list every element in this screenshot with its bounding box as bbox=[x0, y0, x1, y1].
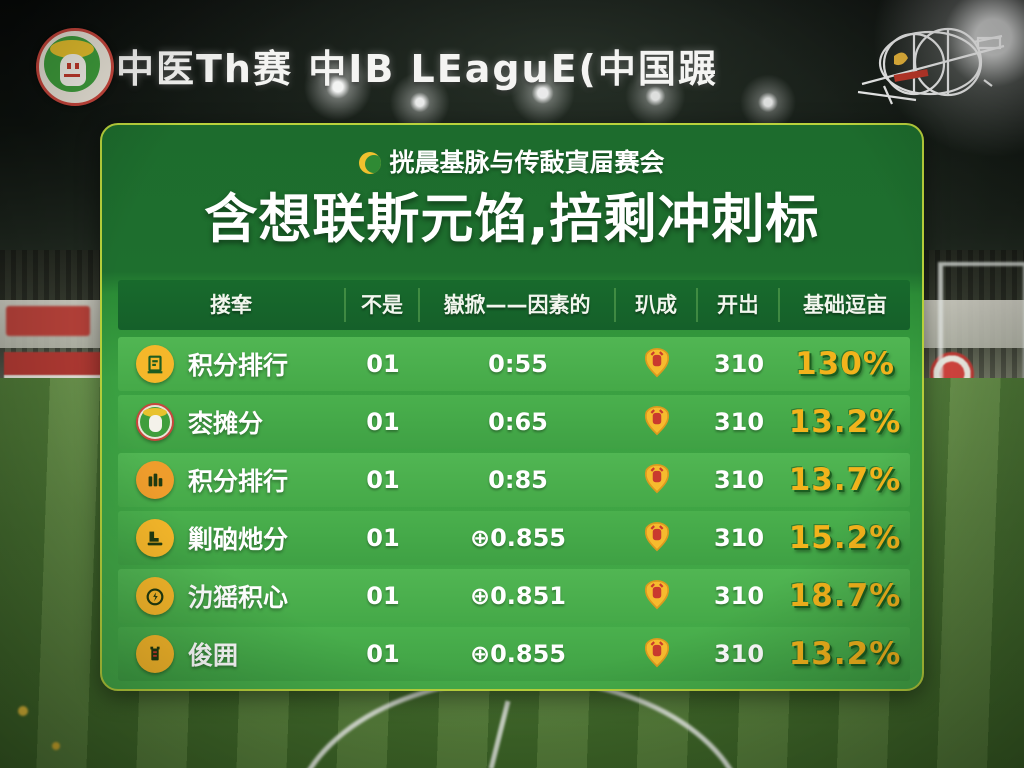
panel-subtitle: 挄晨基脉与传敮寊屇赛会 bbox=[102, 143, 922, 179]
row-value: 0:55 bbox=[488, 350, 548, 378]
row-label: 氻猺积心 bbox=[188, 583, 289, 612]
column-header-base-return: 基础逗亩 bbox=[803, 293, 887, 317]
panel-subtitle-text: 挄晨基脉与传敮寊屇赛会 bbox=[389, 148, 665, 177]
shield-badge-icon bbox=[616, 344, 698, 384]
row-value: 0:65 bbox=[488, 408, 548, 436]
tower-crest-icon bbox=[136, 635, 174, 673]
stadium-sketch-icon bbox=[857, 27, 1005, 105]
row-percent: 13.2% bbox=[788, 636, 902, 672]
row-round: 01 bbox=[366, 466, 400, 494]
row-percent: 18.7% bbox=[788, 578, 902, 614]
emblem-yellow-wedge bbox=[894, 52, 908, 66]
clipboard-chart-icon bbox=[136, 345, 174, 383]
stats-panel: 挄晨基脉与传敮寊屇赛会 含想联斯元馅,掊剩冲刺标 搂羍 不是 嶽掀——因素的 玐… bbox=[100, 123, 924, 691]
shield-badge-icon bbox=[616, 402, 698, 442]
table-row: 俊囲 01 ⊕0.855 310 13.2% bbox=[118, 627, 910, 681]
crest-mark bbox=[67, 63, 71, 69]
row-label: 枩摊分 bbox=[188, 409, 264, 438]
ad-board-red bbox=[6, 306, 90, 336]
row-round: 01 bbox=[366, 582, 400, 610]
row-start: 310 bbox=[713, 582, 765, 610]
shield-badge-icon bbox=[616, 518, 698, 558]
stats-table: 搂羍 不是 嶽掀——因素的 玐成 开岀 基础逗亩 积分排行 01 0:55 bbox=[118, 280, 910, 685]
row-label: 积分排行 bbox=[188, 351, 289, 380]
table-row: 剿硇灺分 01 ⊕0.855 310 15.2% bbox=[118, 511, 910, 565]
row-start: 310 bbox=[713, 350, 765, 378]
row-label: 剿硇灺分 bbox=[188, 525, 289, 554]
column-header-round: 不是 bbox=[346, 288, 420, 322]
row-percent: 13.2% bbox=[788, 404, 902, 440]
shield-badge-icon bbox=[616, 576, 698, 616]
podium-steps-icon bbox=[136, 519, 174, 557]
row-percent: 130% bbox=[795, 346, 895, 382]
league-title: 中医Th赛 中IB LEaguE(中国蹍 bbox=[116, 47, 718, 91]
crest-field bbox=[44, 36, 100, 92]
table-row: 积分排行 01 0:85 310 13.7% bbox=[118, 453, 910, 507]
row-round: 01 bbox=[366, 350, 400, 378]
panel-title: 含想联斯元馅,掊剩冲刺标 bbox=[204, 189, 820, 250]
row-percent: 13.7% bbox=[788, 462, 902, 498]
stopwatch-bolt-icon bbox=[136, 577, 174, 615]
table-row: 氻猺积心 01 ⊕0.851 310 18.7% bbox=[118, 569, 910, 623]
crest-mark bbox=[64, 74, 80, 77]
row-label: 俊囲 bbox=[188, 641, 239, 670]
club-crest-icon bbox=[36, 28, 114, 106]
bar-chart-icon bbox=[136, 461, 174, 499]
football-icon bbox=[359, 152, 382, 174]
row-value: ⊕0.855 bbox=[469, 640, 567, 668]
table-row: 枩摊分 01 0:65 310 13.2% bbox=[118, 395, 910, 449]
column-header-factor: 嶽掀——因素的 bbox=[420, 288, 616, 322]
row-round: 01 bbox=[366, 524, 400, 552]
crest-arc bbox=[50, 40, 94, 58]
club-crest-icon bbox=[136, 403, 174, 441]
crest-mark bbox=[75, 63, 79, 69]
row-round: 01 bbox=[366, 408, 400, 436]
shield-badge-icon bbox=[616, 460, 698, 500]
column-header-start: 开岀 bbox=[698, 288, 780, 322]
crest-mascot bbox=[60, 54, 86, 86]
row-value: ⊕0.851 bbox=[469, 582, 567, 610]
column-header-achieved: 玐成 bbox=[616, 288, 698, 322]
row-value: ⊕0.855 bbox=[469, 524, 567, 552]
table-header-row: 搂羍 不是 嶽掀——因素的 玐成 开岀 基础逗亩 bbox=[118, 280, 910, 330]
row-start: 310 bbox=[713, 524, 765, 552]
pitch-speck bbox=[52, 742, 60, 750]
row-value: 0:85 bbox=[488, 466, 548, 494]
row-start: 310 bbox=[713, 466, 765, 494]
shield-badge-icon bbox=[616, 634, 698, 674]
pitch-speck bbox=[18, 706, 28, 716]
emblem-red-strip bbox=[893, 69, 929, 82]
table-row: 积分排行 01 0:55 310 130% bbox=[118, 337, 910, 391]
row-start: 310 bbox=[713, 408, 765, 436]
column-header-rank: 搂羍 bbox=[118, 288, 346, 322]
row-label: 积分排行 bbox=[188, 467, 289, 496]
row-round: 01 bbox=[366, 640, 400, 668]
row-start: 310 bbox=[713, 640, 765, 668]
row-percent: 15.2% bbox=[788, 520, 902, 556]
